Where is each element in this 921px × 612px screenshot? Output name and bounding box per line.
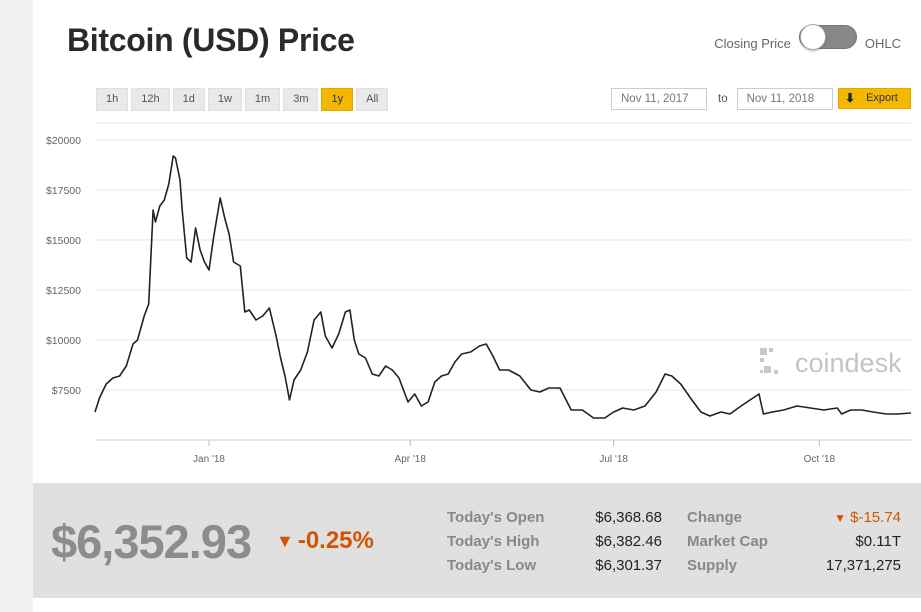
page-title: Bitcoin (USD) Price [67,22,355,58]
range-button-1d[interactable]: 1d [172,88,205,111]
change-value: ▼ $-15.74 [834,509,901,526]
ohlc-toggle-switch[interactable] [798,23,857,50]
x-tick-label: Jul '18 [599,454,628,465]
ohlc-label: OHLC [864,36,901,51]
today-open-value: $6,368.68 [595,509,662,526]
start-date-input[interactable]: Nov 11, 2017 [611,88,707,110]
down-triangle-icon: ▼ [834,511,846,525]
y-tick-label: $12500 [46,285,81,297]
coindesk-watermark: coindesk [760,348,902,378]
closing-price-label: Closing Price [714,36,791,51]
today-high-label: Today's High [447,533,540,550]
range-button-3m[interactable]: 3m [283,88,319,111]
x-axis-ticks: Jan '18 Apr '18 Jul '18 Oct '18 [193,440,835,465]
current-price: $6,352.93 [51,515,252,568]
today-open-label: Today's Open [447,509,545,526]
coindesk-watermark-text: coindesk [795,348,902,378]
closing-ohlc-toggle-group: Closing Price OHLC [714,22,901,51]
end-date-input[interactable]: Nov 11, 2018 [736,88,833,110]
today-low-value: $6,301.37 [595,557,662,574]
y-tick-label: $10000 [46,335,81,347]
toggle-knob[interactable] [799,23,826,50]
summary-panel: $6,352.93 ▼ -0.25% Today's Open $6,368.6… [33,483,921,598]
grid-lines [95,122,911,441]
change-label: Change [687,509,743,526]
range-button-all[interactable]: All [356,88,389,111]
down-triangle-icon: ▼ [276,530,294,551]
x-tick-label: Oct '18 [804,454,836,465]
range-button-1h[interactable]: 1h [96,88,129,111]
export-label: Export [866,92,898,104]
y-tick-label: $15000 [46,235,81,247]
time-range-selector: 1h 12h 1d 1w 1m 3m 1y All [96,88,389,111]
y-tick-label: $20000 [46,135,81,147]
x-tick-label: Apr '18 [395,454,427,465]
price-chart-svg: $7500 $10000 $12500 $15000 $17500 $20000 Jan … [46,122,912,465]
to-label: to [718,93,728,105]
change-percent-value: -0.25% [297,527,374,554]
range-button-12h[interactable]: 12h [131,88,170,111]
y-axis-ticks: $7500 $10000 $12500 $15000 $17500 $20000 [46,135,81,397]
supply-label: Supply [687,557,738,574]
change-percent: ▼ -0.25% [276,527,374,555]
date-range: Nov 11, 2017 to Nov 11, 2018 [611,88,833,110]
change-amount: $-15.74 [850,509,901,526]
market-cap-label: Market Cap [687,533,768,550]
download-arrow-icon: ⬇ [845,91,856,105]
supply-value: 17,371,275 [825,557,901,574]
range-button-1m[interactable]: 1m [244,88,281,111]
market-cap-value: $0.11T [855,533,901,550]
export-button[interactable]: ⬇ Export [838,88,911,109]
today-high-value: $6,382.46 [595,533,662,550]
range-button-1w[interactable]: 1w [207,88,242,111]
y-tick-label: $7500 [52,385,81,397]
y-tick-label: $17500 [46,185,81,197]
today-low-label: Today's Low [447,557,537,574]
coindesk-logo-icon [760,348,778,374]
price-line [94,155,912,419]
range-button-1y[interactable]: 1y [321,88,354,111]
price-chart: $7500 $10000 $12500 $15000 $17500 $20000 Jan … [33,120,921,485]
x-tick-label: Jan '18 [193,454,225,465]
